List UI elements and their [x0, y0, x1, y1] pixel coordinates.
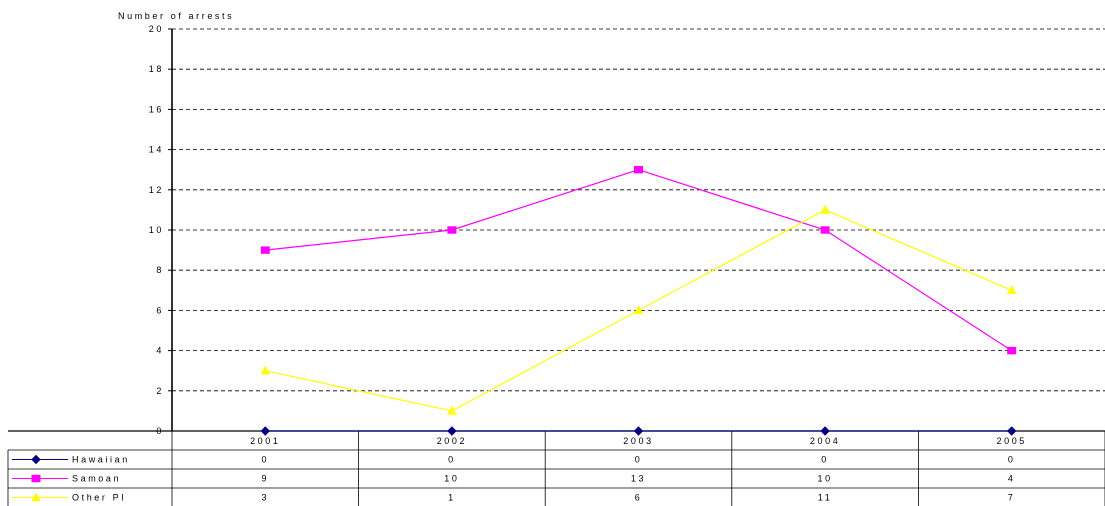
series-markers	[260, 166, 1017, 436]
table-cell: 9	[261, 474, 269, 484]
data-point	[447, 226, 457, 234]
data-point	[260, 246, 270, 254]
table-cell: 0	[448, 455, 456, 465]
y-tick-label: 20	[149, 24, 164, 34]
data-point	[1007, 346, 1017, 355]
table-cell: 10	[444, 474, 459, 484]
legend-key-marker	[31, 474, 41, 483]
data-point	[820, 204, 830, 214]
data-point	[633, 305, 644, 315]
data-point	[1006, 285, 1017, 294]
y-tick-label: 2	[156, 386, 164, 396]
legend-key-marker	[31, 454, 41, 465]
data-point	[447, 405, 457, 415]
data-point	[260, 365, 271, 375]
y-tick-label: 18	[149, 64, 164, 74]
data-point	[260, 426, 271, 436]
y-tick-label: 6	[156, 305, 164, 315]
y-tick-label: 16	[149, 104, 164, 114]
table-cell: 0	[635, 455, 643, 465]
x-tick-label: 2003	[623, 436, 653, 446]
table-cell: 7	[1008, 493, 1016, 503]
table-cell: 4	[1008, 474, 1016, 484]
y-tick-label: 12	[149, 185, 164, 195]
legend-entry: Hawaiian	[72, 455, 130, 465]
legend-key-marker	[31, 492, 41, 502]
legend-entry: Samoan	[72, 474, 121, 484]
x-tick-label: 2005	[996, 436, 1026, 446]
y-tick-label: 8	[156, 265, 164, 275]
table-cell: 10	[817, 474, 832, 484]
x-tick-label: 2002	[437, 436, 467, 446]
data-table: 2001 2002 2003 2004 2005 Hawaiian 0 0 0 0 0 Samoan 9…	[7, 430, 1105, 506]
x-tick-label: 2001	[250, 436, 280, 446]
data-point	[820, 426, 830, 436]
series-line	[265, 169, 1013, 352]
y-tick-label: 14	[149, 145, 164, 155]
table-cell: 0	[1008, 455, 1016, 465]
data-point	[447, 426, 457, 436]
table-cell: 6	[635, 493, 643, 503]
legend-entry: Other PI	[72, 493, 126, 503]
table-cell: 11	[818, 493, 833, 503]
data-point	[633, 426, 644, 436]
data-point	[634, 166, 643, 174]
y-tick-label: 10	[149, 225, 164, 235]
table-cell: 1	[448, 493, 456, 503]
gridlines	[172, 28, 1105, 392]
x-tick-label: 2004	[810, 436, 840, 446]
series-lines	[265, 169, 1013, 432]
table-cell: 3	[261, 493, 269, 503]
table-cell: 0	[261, 455, 269, 465]
table-cell: 13	[631, 474, 646, 484]
axes	[168, 28, 173, 432]
y-tick-label: 4	[156, 346, 164, 356]
data-point	[1006, 426, 1017, 436]
table-cell: 0	[821, 455, 829, 465]
y-axis-label: Number of arrests	[118, 11, 234, 21]
data-point	[820, 226, 830, 234]
